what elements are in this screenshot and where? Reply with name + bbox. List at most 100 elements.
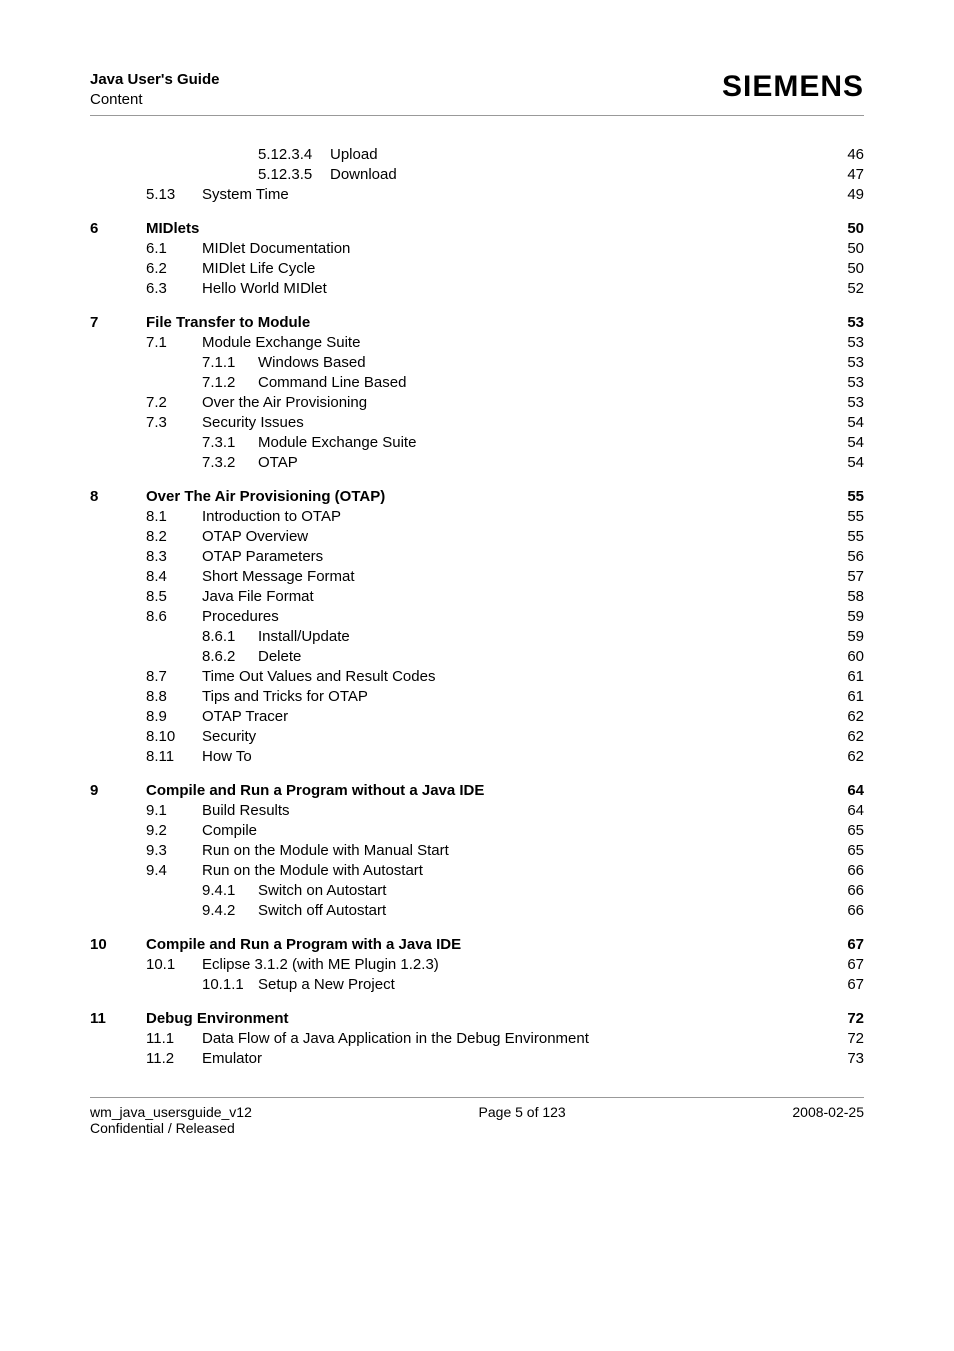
toc-number: 10.1	[146, 956, 202, 973]
toc-number: 5.13	[146, 186, 202, 203]
toc-row: 9.4.1Switch on Autostart 66	[90, 882, 864, 899]
toc-row: 5.12.3.4Upload46	[90, 146, 864, 163]
toc-title: Upload	[330, 146, 378, 163]
toc-number: 8.9	[146, 708, 202, 725]
toc-page: 66	[847, 862, 864, 879]
toc-number: 9.4	[146, 862, 202, 879]
toc-title: Short Message Format	[202, 568, 355, 585]
toc-number: 9.4.2	[202, 902, 258, 919]
toc-page: 57	[847, 568, 864, 585]
toc-row: 8.2OTAP Overview55	[90, 528, 864, 545]
toc-title: Security	[202, 728, 256, 745]
toc-number: 7.3.1	[202, 434, 258, 451]
toc-page: 55	[847, 528, 864, 545]
toc-page: 62	[847, 728, 864, 745]
toc-page: 67	[847, 976, 864, 993]
footer-doc-id: wm_java_usersguide_v12	[90, 1104, 252, 1120]
section-gap	[90, 474, 864, 488]
toc-title: Switch on Autostart	[258, 882, 386, 899]
toc-row: 7.1.1Windows Based53	[90, 354, 864, 371]
toc-number: 10.1.1	[202, 976, 258, 993]
toc-row: 10.1.1Setup a New Project 67	[90, 976, 864, 993]
toc-title: Over the Air Provisioning	[202, 394, 367, 411]
toc-title: Module Exchange Suite	[258, 434, 416, 451]
toc-number: 8.6.2	[202, 648, 258, 665]
toc-title: Install/Update	[258, 628, 350, 645]
toc-row: 8.1Introduction to OTAP55	[90, 508, 864, 525]
toc-page: 46	[847, 146, 864, 163]
toc-title: Download	[330, 166, 397, 183]
toc-title: Build Results	[202, 802, 290, 819]
header-left: Java User's Guide Content	[90, 70, 219, 109]
toc-number: 8.1	[146, 508, 202, 525]
toc-title: Security Issues	[202, 414, 304, 431]
toc-row: 9.4Run on the Module with Autostart66	[90, 862, 864, 879]
toc-number: 7.1.2	[202, 374, 258, 391]
footer: wm_java_usersguide_v12 Confidential / Re…	[90, 1104, 864, 1136]
toc-number: 9.1	[146, 802, 202, 819]
toc-title: Procedures	[202, 608, 279, 625]
toc-page: 50	[847, 220, 864, 237]
footer-confidentiality: Confidential / Released	[90, 1120, 252, 1136]
toc-number: 8.10	[146, 728, 202, 745]
toc-row: 8.11How To62	[90, 748, 864, 765]
toc-title: Debug Environment	[146, 1010, 289, 1027]
toc-row: 8.5Java File Format58	[90, 588, 864, 605]
toc-title: Time Out Values and Result Codes	[202, 668, 435, 685]
toc-row: 9.3Run on the Module with Manual Start65	[90, 842, 864, 859]
toc-number: 8.4	[146, 568, 202, 585]
toc-page: 72	[847, 1030, 864, 1047]
toc-row: 9.4.2Switch off Autostart66	[90, 902, 864, 919]
toc-title: Setup a New Project	[258, 976, 395, 993]
toc-title: Data Flow of a Java Application in the D…	[202, 1030, 589, 1047]
toc-title: Introduction to OTAP	[202, 508, 341, 525]
toc-page: 52	[847, 280, 864, 297]
toc-title: Compile and Run a Program without a Java…	[146, 782, 484, 799]
toc-number: 9.3	[146, 842, 202, 859]
toc-page: 53	[847, 354, 864, 371]
section-gap	[90, 922, 864, 936]
toc-row: 8.8Tips and Tricks for OTAP61	[90, 688, 864, 705]
toc-number: 7.1	[146, 334, 202, 351]
toc-row: 8.6.1Install/Update59	[90, 628, 864, 645]
toc-number: 8.6	[146, 608, 202, 625]
toc-number: 9.4.1	[202, 882, 258, 899]
toc-title: Windows Based	[258, 354, 366, 371]
toc-title: OTAP Tracer	[202, 708, 288, 725]
toc-number: 7	[90, 314, 146, 331]
toc-number: 6.1	[146, 240, 202, 257]
toc-number: 8	[90, 488, 146, 505]
toc-number: 6.3	[146, 280, 202, 297]
toc-number: 8.6.1	[202, 628, 258, 645]
toc-title: OTAP	[258, 454, 298, 471]
toc-page: 53	[847, 374, 864, 391]
toc-row: 7.3.1Module Exchange Suite 54	[90, 434, 864, 451]
toc-title: MIDlets	[146, 220, 199, 237]
toc-page: 54	[847, 454, 864, 471]
toc-row: 9.1Build Results64	[90, 802, 864, 819]
toc-page: 55	[847, 488, 864, 505]
toc-page: 72	[847, 1010, 864, 1027]
toc-row: 8Over The Air Provisioning (OTAP)55	[90, 488, 864, 505]
toc-row: 8.6Procedures59	[90, 608, 864, 625]
toc-page: 54	[847, 434, 864, 451]
toc-number: 11	[90, 1010, 146, 1027]
toc-page: 66	[847, 882, 864, 899]
doc-title: Java User's Guide	[90, 70, 219, 90]
toc-row: 10.1Eclipse 3.1.2 (with ME Plugin 1.2.3)…	[90, 956, 864, 973]
page: Java User's Guide Content SIEMENS 5.12.3…	[0, 0, 954, 1351]
toc-row: 10Compile and Run a Program with a Java …	[90, 936, 864, 953]
toc-row: 11.1Data Flow of a Java Application in t…	[90, 1030, 864, 1047]
toc-page: 53	[847, 334, 864, 351]
toc-title: Hello World MIDlet	[202, 280, 327, 297]
toc-page: 50	[847, 260, 864, 277]
toc-page: 65	[847, 842, 864, 859]
toc-number: 10	[90, 936, 146, 953]
toc-row: 11Debug Environment 72	[90, 1010, 864, 1027]
section-gap	[90, 206, 864, 220]
toc-row: 7.3Security Issues54	[90, 414, 864, 431]
toc-page: 47	[847, 166, 864, 183]
toc-row: 6.1MIDlet Documentation50	[90, 240, 864, 257]
toc-title: MIDlet Documentation	[202, 240, 350, 257]
doc-subtitle: Content	[90, 90, 219, 110]
